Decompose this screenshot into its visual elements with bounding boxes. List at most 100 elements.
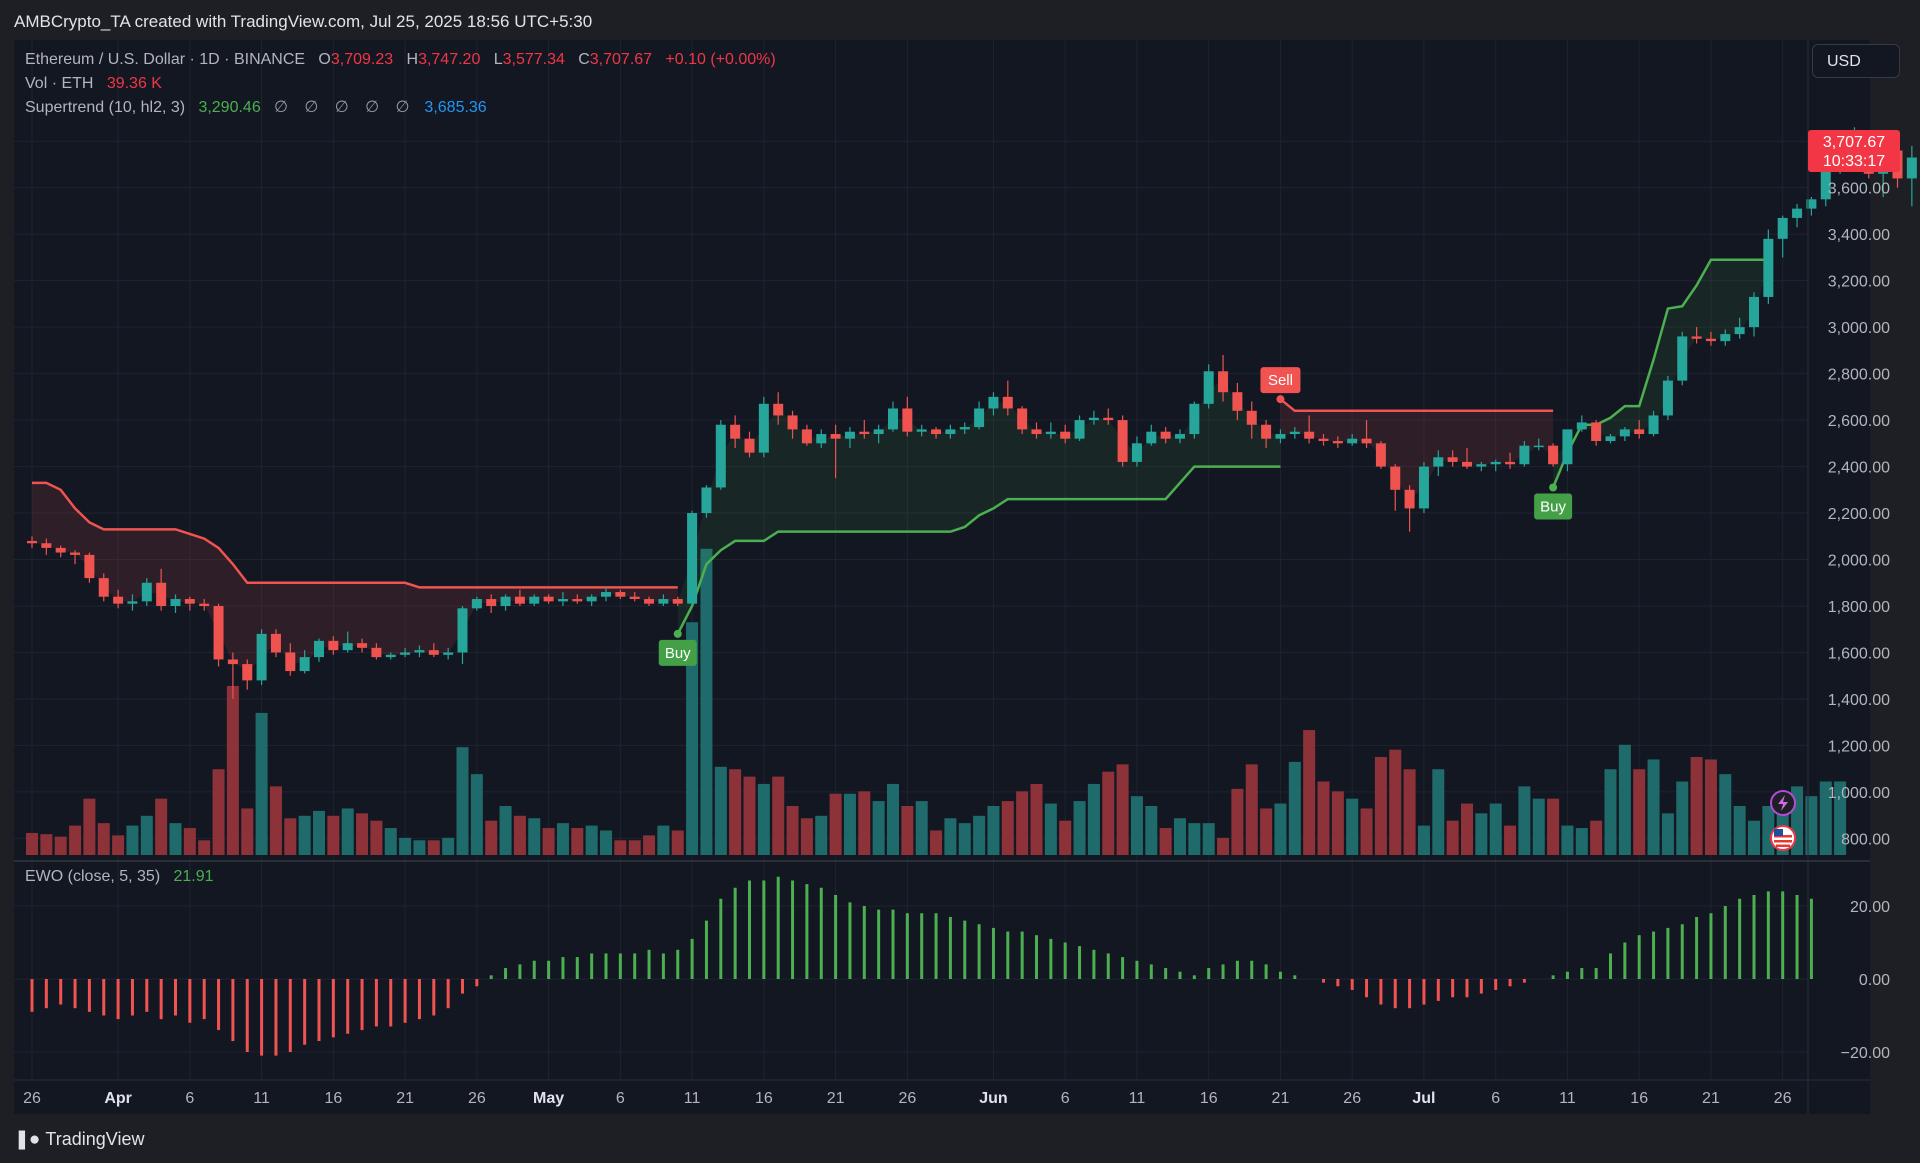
- candle: [1246, 401, 1257, 439]
- candle-body: [127, 601, 138, 604]
- candle: [873, 424, 884, 444]
- candle-body: [931, 429, 942, 435]
- candle: [1792, 203, 1803, 228]
- candle-body: [629, 596, 640, 600]
- candle: [787, 410, 798, 439]
- volume-bar: [1819, 781, 1832, 855]
- candle: [758, 396, 769, 458]
- tradingview-logo[interactable]: ❚● TradingView: [14, 1128, 144, 1151]
- candle-body: [256, 633, 267, 681]
- candle-body: [170, 599, 181, 606]
- volume-bar: [1561, 825, 1574, 855]
- ewo-label[interactable]: EWO (close, 5, 35): [25, 868, 161, 885]
- supertrend-fill-region: [677, 381, 1281, 634]
- candle: [1648, 410, 1659, 437]
- volume-bar: [313, 810, 325, 855]
- candle: [127, 594, 138, 611]
- low-label: L: [493, 51, 503, 68]
- volume-bars: [26, 548, 1847, 855]
- candle: [888, 401, 898, 432]
- candle-body: [888, 408, 898, 430]
- volume-bar: [1690, 757, 1703, 855]
- candle-body: [1146, 431, 1157, 444]
- candle-body: [1576, 422, 1587, 430]
- volume-bar: [269, 786, 282, 855]
- price-tick-label: 1,200.00: [1828, 738, 1890, 755]
- symbol-title[interactable]: Ethereum / U.S. Dollar · 1D · BINANCE: [25, 51, 306, 68]
- volume-bar: [255, 712, 268, 855]
- ewo-axis[interactable]: 20.00 0.00 −20.00: [1841, 899, 1890, 1062]
- time-tick-label: 16: [324, 1090, 342, 1107]
- candle: [1662, 375, 1673, 421]
- candle-body: [1218, 371, 1229, 393]
- candle-body: [701, 487, 712, 514]
- volume-bar: [1374, 757, 1387, 855]
- us-flag-stripe-3: [1776, 844, 1790, 847]
- volume-bar: [1475, 813, 1488, 855]
- time-axis[interactable]: 26 Apr 6 11 16 21 26 May 6 11 16 21 26 Jun 6 11 16 21 26 Ju…: [23, 1090, 1792, 1107]
- sell-signal[interactable]: Sell: [1260, 367, 1301, 404]
- price-tick-label: 2,800.00: [1828, 367, 1890, 384]
- lightning-icon[interactable]: [1770, 790, 1796, 816]
- volume-bar: [614, 840, 627, 855]
- candle: [902, 396, 913, 437]
- volume-bar: [198, 840, 211, 855]
- buy-signal[interactable]: Buy: [658, 629, 697, 666]
- time-tick-label: 11: [1559, 1090, 1576, 1107]
- price-tick-label: 1,400.00: [1828, 692, 1890, 709]
- candle-body: [1390, 466, 1401, 490]
- volume-bar: [843, 793, 856, 855]
- candle: [974, 401, 985, 430]
- currency-button[interactable]: USD: [1812, 44, 1900, 78]
- candle-body: [687, 513, 698, 604]
- legend-volume-row: Vol · ETH 39.36 K: [25, 72, 776, 96]
- ewo-legend[interactable]: EWO (close, 5, 35) 21.91: [25, 868, 214, 886]
- volume-bar: [643, 835, 656, 855]
- candle-body: [1246, 410, 1257, 425]
- candle: [1390, 464, 1401, 511]
- candle: [1462, 447, 1472, 469]
- candle-body: [385, 654, 396, 658]
- candle-body: [1117, 420, 1128, 462]
- candle: [916, 424, 927, 437]
- supertrend-label[interactable]: Supertrend (10, hl2, 3): [25, 99, 186, 116]
- candle-body: [1060, 431, 1071, 439]
- volume-bar: [1518, 786, 1531, 855]
- volume-label[interactable]: Vol · ETH: [25, 75, 94, 92]
- candle: [70, 550, 81, 565]
- price-tick-label: 1,800.00: [1828, 599, 1890, 616]
- candle: [658, 594, 669, 606]
- chart-legend[interactable]: Ethereum / U.S. Dollar · 1D · BINANCE O3…: [25, 48, 776, 120]
- volume-bar: [556, 823, 569, 855]
- candle: [687, 510, 698, 606]
- candle-body: [787, 415, 798, 430]
- us-flag-icon[interactable]: [1770, 825, 1796, 851]
- volume-bar: [183, 828, 196, 855]
- candle-body: [1763, 238, 1774, 297]
- change-value: +0.10 (+0.00%): [665, 51, 776, 68]
- volume-bar: [1719, 774, 1732, 855]
- candle-body: [658, 599, 669, 604]
- candle: [400, 647, 411, 658]
- candle: [1375, 441, 1386, 469]
- candle: [1131, 436, 1142, 467]
- time-tick-label: 6: [1061, 1090, 1070, 1107]
- lightning-icon-glyph: [1778, 795, 1788, 811]
- candle: [1505, 452, 1516, 469]
- candle: [1548, 443, 1559, 467]
- time-tick-label: 6: [185, 1090, 194, 1107]
- candle-body: [1820, 162, 1831, 200]
- volume-bar: [1661, 813, 1674, 855]
- candle: [213, 603, 224, 667]
- candle: [1218, 355, 1229, 402]
- close-value: 3,707.67: [589, 51, 653, 68]
- candle-body: [1634, 429, 1645, 435]
- buy-signal[interactable]: Buy: [1534, 483, 1573, 520]
- candle: [715, 420, 726, 490]
- candle-body: [400, 652, 411, 655]
- candle: [514, 589, 525, 606]
- volume-bar: [1030, 783, 1043, 855]
- candle-body: [1275, 434, 1286, 439]
- candle-body: [1361, 438, 1372, 444]
